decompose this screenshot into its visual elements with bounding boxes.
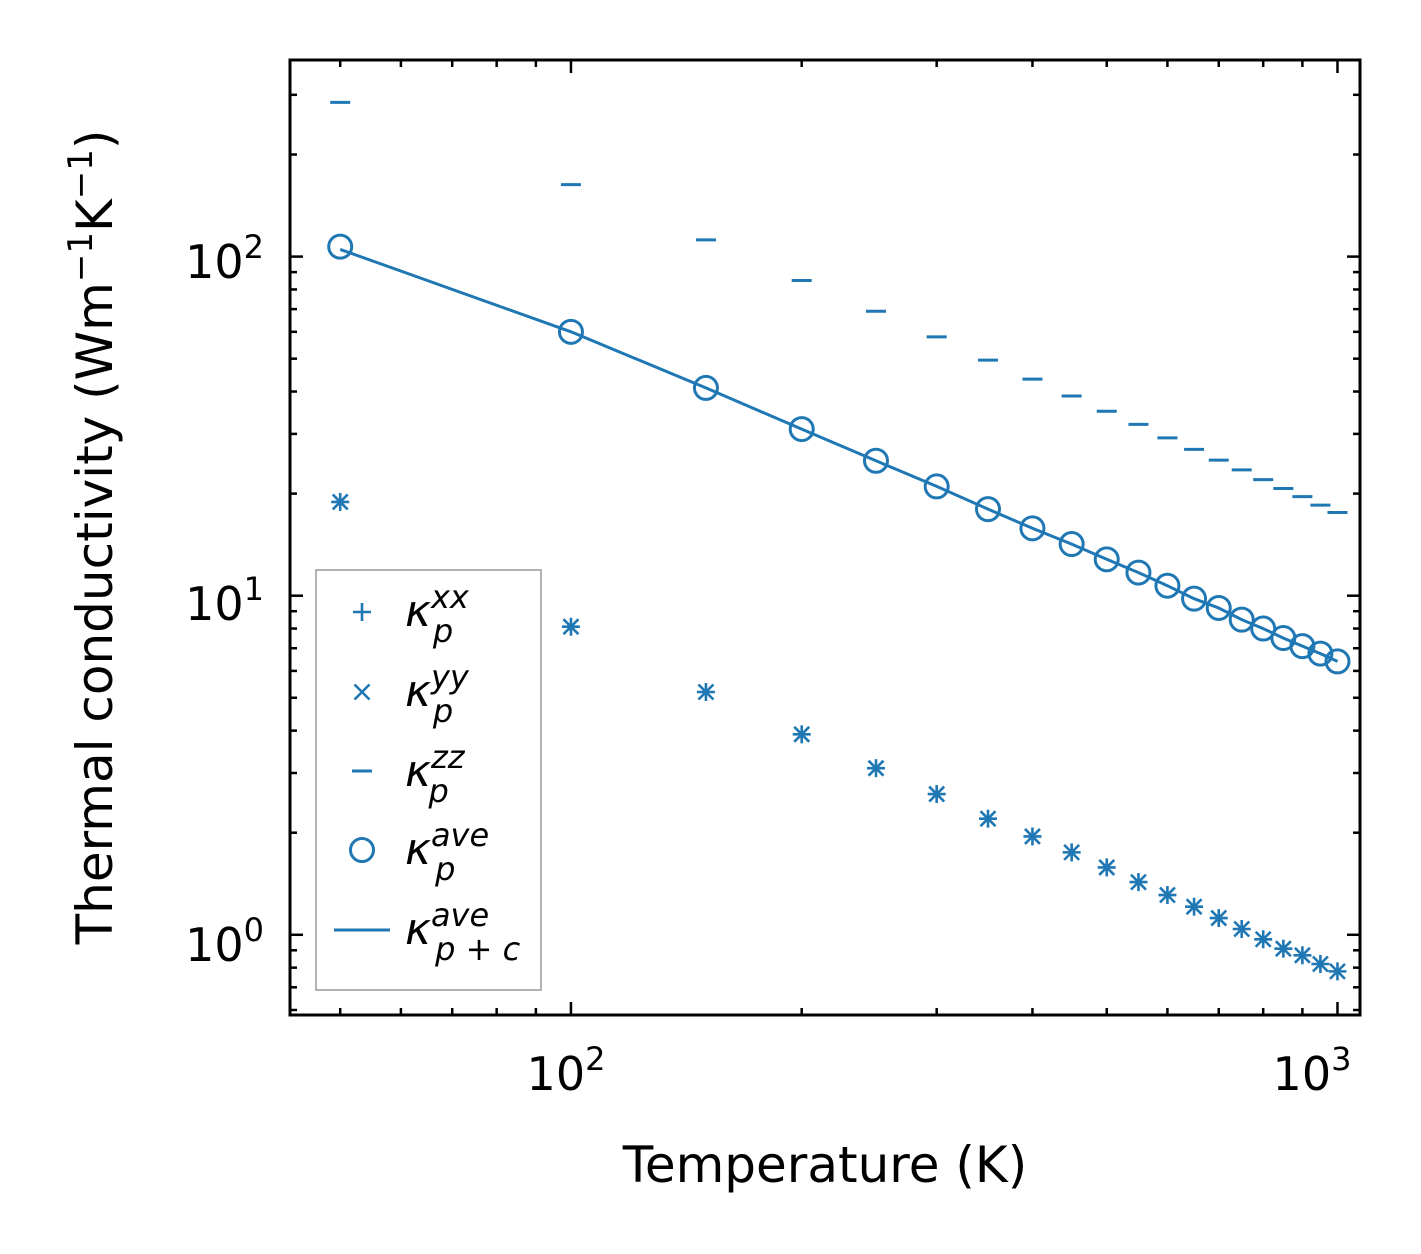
series-layer <box>327 100 1351 981</box>
y-tick-label-1: 100 <box>185 911 264 972</box>
data-point-kappa_p_yy-350 <box>979 810 997 828</box>
data-point-kappa_p_ave-300 <box>923 473 950 500</box>
data-point-kappa_p_ave-950 <box>1307 640 1334 667</box>
data-point-kappa_p_yy-600 <box>1159 886 1176 904</box>
data-point-kappa_p_yy-700 <box>1210 909 1228 927</box>
legend-entry-kappa-p-xx: κxx p <box>353 578 470 650</box>
legend-label-kappa-p-xx: κxx p <box>405 578 470 650</box>
x-tick-label-100: 102 <box>527 1040 606 1101</box>
data-point-kappa_p_ave-500 <box>1093 546 1120 573</box>
series-line-kappa_pc_ave <box>339 247 1339 663</box>
legend-label-kappa-p-yy: κyy p <box>405 658 470 730</box>
series-kappa_p_zz <box>330 100 1348 514</box>
legend: κxx p κyy p κzz p κave p κave p + c <box>315 569 542 991</box>
data-point-kappa_p_yy-950 <box>1311 955 1329 973</box>
y-tick-label-100: 102 <box>185 228 264 289</box>
legend-label-kappa-p-ave: κave p <box>405 816 489 888</box>
data-point-kappa_p_yy-300 <box>928 785 946 803</box>
legend-frame <box>315 569 542 991</box>
legend-entry-kappa-p-zz: κzz p <box>352 738 466 810</box>
series-kappa_p_ave <box>327 233 1351 675</box>
data-point-kappa_p_yy-200 <box>793 725 811 743</box>
legend-marker-plus <box>353 603 371 621</box>
data-point-kappa_p_yy-150 <box>697 683 715 701</box>
data-point-kappa_p_ave-550 <box>1125 559 1152 586</box>
data-point-kappa_p_ave-900 <box>1289 633 1316 660</box>
data-point-kappa_p_ave-350 <box>974 496 1001 523</box>
data-point-kappa_p_ave-250 <box>862 447 889 474</box>
legend-entry-kappa-p-ave: κave p <box>349 816 489 888</box>
data-point-kappa_p_ave-750 <box>1228 606 1255 633</box>
legend-circle-mark <box>349 837 375 863</box>
series-kappa_pc_ave <box>339 247 1339 663</box>
x-axis-title: Temperature (K) <box>622 1136 1027 1194</box>
legend-entry-kappa-p-yy: κyy p <box>353 658 470 730</box>
data-point-kappa_p_yy-500 <box>1098 858 1116 876</box>
legend-label-kappa-p-zz: κzz p <box>405 738 466 810</box>
data-point-kappa_p_yy-400 <box>1024 828 1041 845</box>
legend-marker-x <box>353 683 371 701</box>
data-point-kappa_p_yy-850 <box>1274 940 1292 958</box>
data-point-kappa_p_yy-50 <box>331 493 349 511</box>
data-point-kappa_p_ave-50 <box>327 233 354 260</box>
data-point-kappa_p_yy-100 <box>562 618 580 636</box>
data-point-kappa_p_yy-450 <box>1063 843 1081 861</box>
data-point-kappa_p_yy-550 <box>1130 873 1147 891</box>
x-tick-label-1000: 103 <box>1273 1040 1352 1101</box>
legend-marker-circle <box>349 837 375 863</box>
data-point-kappa_p_ave-400 <box>1019 515 1046 542</box>
data-point-kappa_p_ave-650 <box>1181 585 1208 612</box>
data-point-kappa_p_ave-600 <box>1154 572 1181 599</box>
data-point-kappa_p_ave-200 <box>788 416 815 443</box>
data-point-kappa_p_ave-100 <box>557 318 584 345</box>
data-point-kappa_p_ave-1000 <box>1324 648 1351 675</box>
y-axis-title: Thermal conductivity (Wm−1K−1) <box>61 130 124 946</box>
data-point-kappa_p_yy-800 <box>1254 930 1272 948</box>
legend-plus-mark <box>353 603 371 621</box>
data-point-kappa_p_ave-150 <box>692 374 719 401</box>
data-point-kappa_p_ave-450 <box>1058 531 1085 558</box>
data-point-kappa_p_yy-250 <box>867 759 885 777</box>
data-point-kappa_p_yy-750 <box>1233 920 1251 938</box>
data-point-kappa_p_yy-900 <box>1293 946 1311 964</box>
data-point-kappa_p_ave-700 <box>1205 594 1232 621</box>
plot-frame <box>288 58 1362 1017</box>
legend-entry-kappa-pc-ave: κave p + c <box>334 896 521 968</box>
legend-x-mark <box>353 683 371 701</box>
y-tick-label-10: 101 <box>185 570 264 631</box>
legend-label-kappa-pc-ave: κave p + c <box>405 896 521 968</box>
series-kappa_p_yy <box>331 493 1346 980</box>
data-point-kappa_p_yy-650 <box>1185 898 1203 916</box>
data-point-kappa_p_yy-1000 <box>1329 962 1346 980</box>
